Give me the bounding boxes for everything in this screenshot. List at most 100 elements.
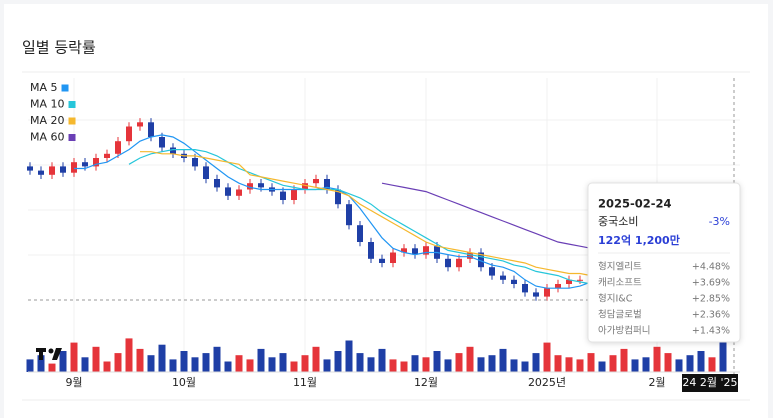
volume-bar	[620, 348, 628, 372]
volume-bar	[664, 353, 672, 372]
volume-bar	[631, 359, 639, 372]
volume-bar	[235, 355, 243, 372]
candle-body	[368, 242, 374, 259]
volume-bar	[466, 346, 474, 372]
candle-body	[423, 246, 429, 255]
volume-bar	[367, 357, 375, 372]
candle-body	[137, 122, 143, 127]
candle-body	[104, 153, 110, 158]
legend-swatch	[61, 84, 69, 92]
tooltip-item-name: 청담글로벌	[598, 309, 642, 321]
volume-bar	[114, 353, 122, 372]
volume-bar	[477, 357, 485, 372]
candle-body	[456, 258, 462, 268]
volume-bar	[510, 359, 518, 372]
candle-body	[467, 252, 473, 259]
tooltip-item-name: 아가방컴퍼니	[598, 325, 650, 337]
candle-body	[478, 252, 484, 268]
candle-body	[115, 141, 121, 154]
volume-bar	[59, 351, 67, 372]
candle-body	[500, 275, 506, 280]
volume-bar	[213, 346, 221, 372]
candle-body	[379, 258, 385, 263]
volume-bar	[180, 351, 188, 372]
volume-bar	[422, 357, 430, 372]
candle-body	[170, 147, 176, 154]
candle-body	[148, 122, 154, 137]
candle-body	[357, 225, 363, 242]
volume-bar	[554, 355, 562, 372]
volume-bar	[312, 346, 320, 372]
volume-bar	[587, 353, 595, 372]
volume-bar	[719, 338, 727, 372]
volume-bar	[191, 357, 199, 372]
crosshair-label-bg	[682, 374, 738, 392]
candle-body	[566, 279, 572, 284]
candle-body	[489, 267, 495, 276]
volume-bar	[125, 338, 133, 372]
volume-bar	[433, 351, 441, 372]
candle-body	[346, 204, 352, 226]
volume-bar	[147, 355, 155, 372]
candle-body	[159, 137, 165, 148]
volume-bar	[81, 357, 89, 372]
legend-label: MA 5	[30, 81, 58, 94]
candle-body	[302, 183, 308, 190]
candle-body	[214, 179, 220, 188]
legend-label: MA 60	[30, 131, 65, 144]
x-tick-label: 11월	[293, 376, 317, 389]
volume-bar	[499, 348, 507, 372]
volume-bar	[345, 340, 353, 372]
tooltip-item-change: +3.69%	[692, 278, 730, 289]
candle-body	[522, 284, 528, 293]
volume-bar	[532, 353, 540, 372]
volume-bar	[697, 351, 705, 372]
candle-body	[324, 179, 330, 190]
volume-bar	[455, 353, 463, 372]
candle-body	[236, 189, 242, 196]
volume-bar	[488, 355, 496, 372]
candle-body	[71, 162, 77, 173]
candle-body	[291, 189, 297, 200]
candle-body	[203, 166, 209, 179]
candle-body	[533, 292, 539, 297]
volume-bar	[70, 342, 78, 372]
candle-body	[577, 279, 583, 281]
candle-body	[555, 284, 561, 289]
volume-bar	[37, 355, 45, 372]
volume-bar	[543, 342, 551, 372]
volume-bar	[378, 348, 386, 372]
volume-bar	[653, 346, 661, 372]
volume-bar	[675, 359, 683, 372]
tooltip-item-change: +2.85%	[692, 294, 730, 305]
volume-bar	[246, 359, 254, 372]
volume-bar	[26, 359, 34, 372]
volume-bar	[400, 361, 408, 372]
volume-bar	[301, 355, 309, 372]
chart-title: 일별 등락률	[22, 39, 96, 57]
tooltip-date: 2025-02-24	[598, 197, 672, 211]
tv-logo	[36, 348, 62, 360]
legend-swatch	[68, 134, 76, 141]
volume-bar	[334, 351, 342, 372]
candle-body	[445, 258, 451, 268]
tooltip	[587, 182, 741, 343]
x-tick-label: 2025년	[528, 376, 566, 389]
candle-body	[192, 158, 198, 167]
volume-bar	[576, 359, 584, 372]
volume-bar	[323, 359, 331, 372]
candle-body	[412, 248, 418, 255]
x-tick-label: 10월	[172, 376, 196, 389]
candle-body	[27, 166, 33, 171]
volume-bar	[279, 353, 287, 372]
tooltip-item-name: 캐리소프트	[598, 278, 642, 289]
volume-bar	[521, 361, 529, 372]
volume-bar	[356, 353, 364, 372]
candle-body	[49, 166, 55, 175]
volume-bar	[389, 359, 397, 372]
volume-bar	[642, 357, 650, 372]
volume-bar	[169, 359, 177, 372]
crosshair-label: 24 2월 '25	[682, 376, 737, 389]
volume-bar	[103, 361, 111, 372]
candle-body	[401, 248, 407, 253]
